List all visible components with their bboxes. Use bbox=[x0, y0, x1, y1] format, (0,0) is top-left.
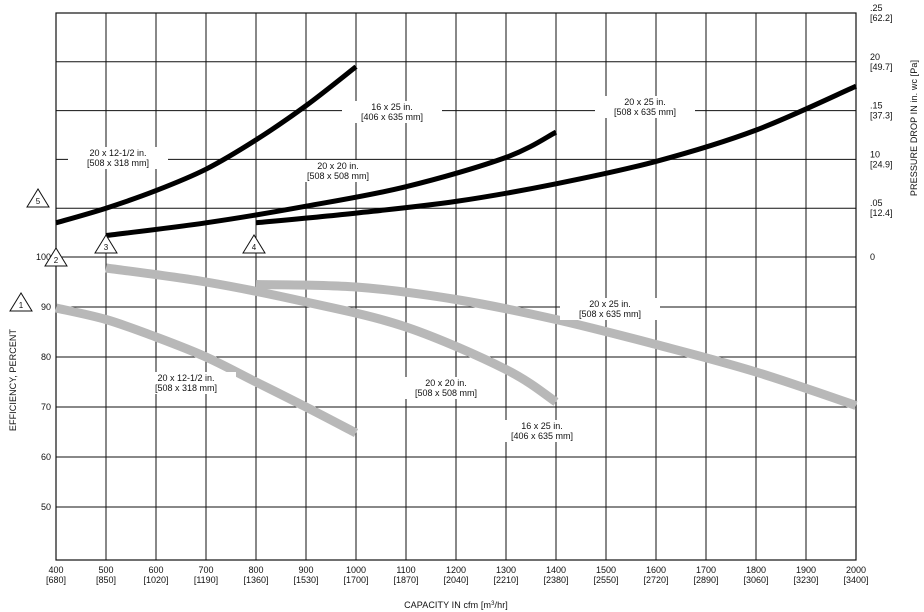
x-tick-sublabel: [1700] bbox=[343, 575, 368, 585]
pressure-tick-sublabel: [62.2] bbox=[870, 13, 893, 23]
x-axis-title: CAPACITY IN cfm [m3/hr] bbox=[404, 600, 508, 610]
grid-lines bbox=[56, 13, 856, 560]
x-tick-label: 1400 bbox=[546, 565, 566, 575]
x-tick-sublabel: [2550] bbox=[593, 575, 618, 585]
x-tick-sublabel: [2210] bbox=[493, 575, 518, 585]
x-tick-sublabel: [1360] bbox=[243, 575, 268, 585]
x-tick-label: 1200 bbox=[446, 565, 466, 575]
number-marker-label: 3 bbox=[104, 243, 109, 252]
x-tick-sublabel: [680] bbox=[46, 575, 66, 585]
number-marker-label: 2 bbox=[54, 256, 59, 265]
pressure-series-label: 20 x 12-1/2 in. bbox=[89, 148, 146, 158]
number-marker-label: 4 bbox=[252, 243, 257, 252]
x-tick-label: 1800 bbox=[746, 565, 766, 575]
pressure-series-label: 20 x 25 in. bbox=[624, 97, 666, 107]
pressure-tick-sublabel: [37.3] bbox=[870, 111, 893, 121]
pressure-series-sublabel: [508 x 635 mm] bbox=[614, 107, 676, 117]
x-tick-label: 1700 bbox=[696, 565, 716, 575]
x-tick-label: 2000 bbox=[846, 565, 866, 575]
x-tick-sublabel: [1870] bbox=[393, 575, 418, 585]
pressure-series-sublabel: [508 x 508 mm] bbox=[307, 171, 369, 181]
efficiency-series-sublabel: [508 x 508 mm] bbox=[415, 388, 477, 398]
x-tick-sublabel: [3400] bbox=[843, 575, 868, 585]
pressure-tick-label: 20 bbox=[870, 52, 880, 62]
number-markers: 1 2 3 4 5 bbox=[10, 189, 265, 311]
efficiency-series-sublabel: [508 x 318 mm] bbox=[155, 383, 217, 393]
pressure-series-label: 20 x 20 in. bbox=[317, 161, 359, 171]
pressure-tick-sublabel: [24.9] bbox=[870, 159, 893, 169]
pressure-tick-label: .05 bbox=[870, 198, 883, 208]
x-tick-sublabel: [3230] bbox=[793, 575, 818, 585]
pressure-tick-sublabel: [12.4] bbox=[870, 208, 893, 218]
number-marker-label: 5 bbox=[36, 197, 41, 206]
x-tick-label: 600 bbox=[148, 565, 163, 575]
pressure-series-sublabel: [508 x 318 mm] bbox=[87, 158, 149, 168]
efficiency-tick-label: 90 bbox=[41, 302, 51, 312]
efficiency-series-sublabel: [508 x 635 mm] bbox=[579, 309, 641, 319]
efficiency-tick-label: 50 bbox=[41, 502, 51, 512]
efficiency-series-sublabel: [406 x 635 mm] bbox=[511, 431, 573, 441]
x-tick-sublabel: [1190] bbox=[194, 575, 218, 585]
efficiency-series-label: 20 x 20 in. bbox=[425, 378, 467, 388]
efficiency-series-label: 16 x 25 in. bbox=[521, 421, 563, 431]
pressure-tick-label: 10 bbox=[870, 149, 880, 159]
pressure-series-label: 16 x 25 in. bbox=[371, 102, 413, 112]
number-marker-label: 1 bbox=[19, 301, 24, 310]
pressure-tick-label: .15 bbox=[870, 101, 883, 111]
series-annotations: 20 x 12-1/2 in.[508 x 318 mm] 20 x 20 in.… bbox=[68, 96, 695, 442]
pressure-tick-sublabel: [49.7] bbox=[870, 62, 893, 72]
x-tick-label: 900 bbox=[298, 565, 313, 575]
x-tick-label: 800 bbox=[248, 565, 263, 575]
x-tick-sublabel: [2380] bbox=[543, 575, 568, 585]
pressure-series-sublabel: [406 x 635 mm] bbox=[361, 112, 423, 122]
x-tick-label: 700 bbox=[198, 565, 213, 575]
x-tick-sublabel: [1530] bbox=[293, 575, 318, 585]
x-tick-label: 400 bbox=[48, 565, 63, 575]
x-tick-label: 1300 bbox=[496, 565, 516, 575]
x-tick-label: 1900 bbox=[796, 565, 816, 575]
x-tick-sublabel: [2720] bbox=[643, 575, 668, 585]
efficiency-tick-label: 60 bbox=[41, 452, 51, 462]
x-tick-sublabel: [850] bbox=[96, 575, 116, 585]
x-tick-label: 1500 bbox=[596, 565, 616, 575]
efficiency-tick-label: 70 bbox=[41, 402, 51, 412]
pressure-tick-label: 0 bbox=[870, 252, 875, 262]
x-tick-sublabel: [1020] bbox=[143, 575, 168, 585]
x-tick-label: 500 bbox=[98, 565, 113, 575]
x-tick-label: 1600 bbox=[646, 565, 666, 575]
y-axis-title-left: EFFICIENCY, PERCENT bbox=[8, 328, 18, 431]
x-tick-sublabel: [2890] bbox=[693, 575, 718, 585]
x-tick-sublabel: [3060] bbox=[743, 575, 768, 585]
efficiency-series-label: 20 x 12-1/2 in. bbox=[157, 373, 214, 383]
efficiency-tick-label: 80 bbox=[41, 352, 51, 362]
x-tick-label: 1100 bbox=[396, 565, 415, 575]
y-axis-title-right: PRESSURE DROP IN in. wc [Pa] bbox=[909, 60, 919, 196]
efficiency-series-label: 20 x 25 in. bbox=[589, 299, 631, 309]
x-tick-sublabel: [2040] bbox=[443, 575, 468, 585]
pressure-tick-label: .25 bbox=[870, 3, 883, 13]
tick-labels: 400[680]500[850]600[1020]700[1190]800[13… bbox=[36, 3, 893, 585]
x-tick-label: 1000 bbox=[346, 565, 366, 575]
